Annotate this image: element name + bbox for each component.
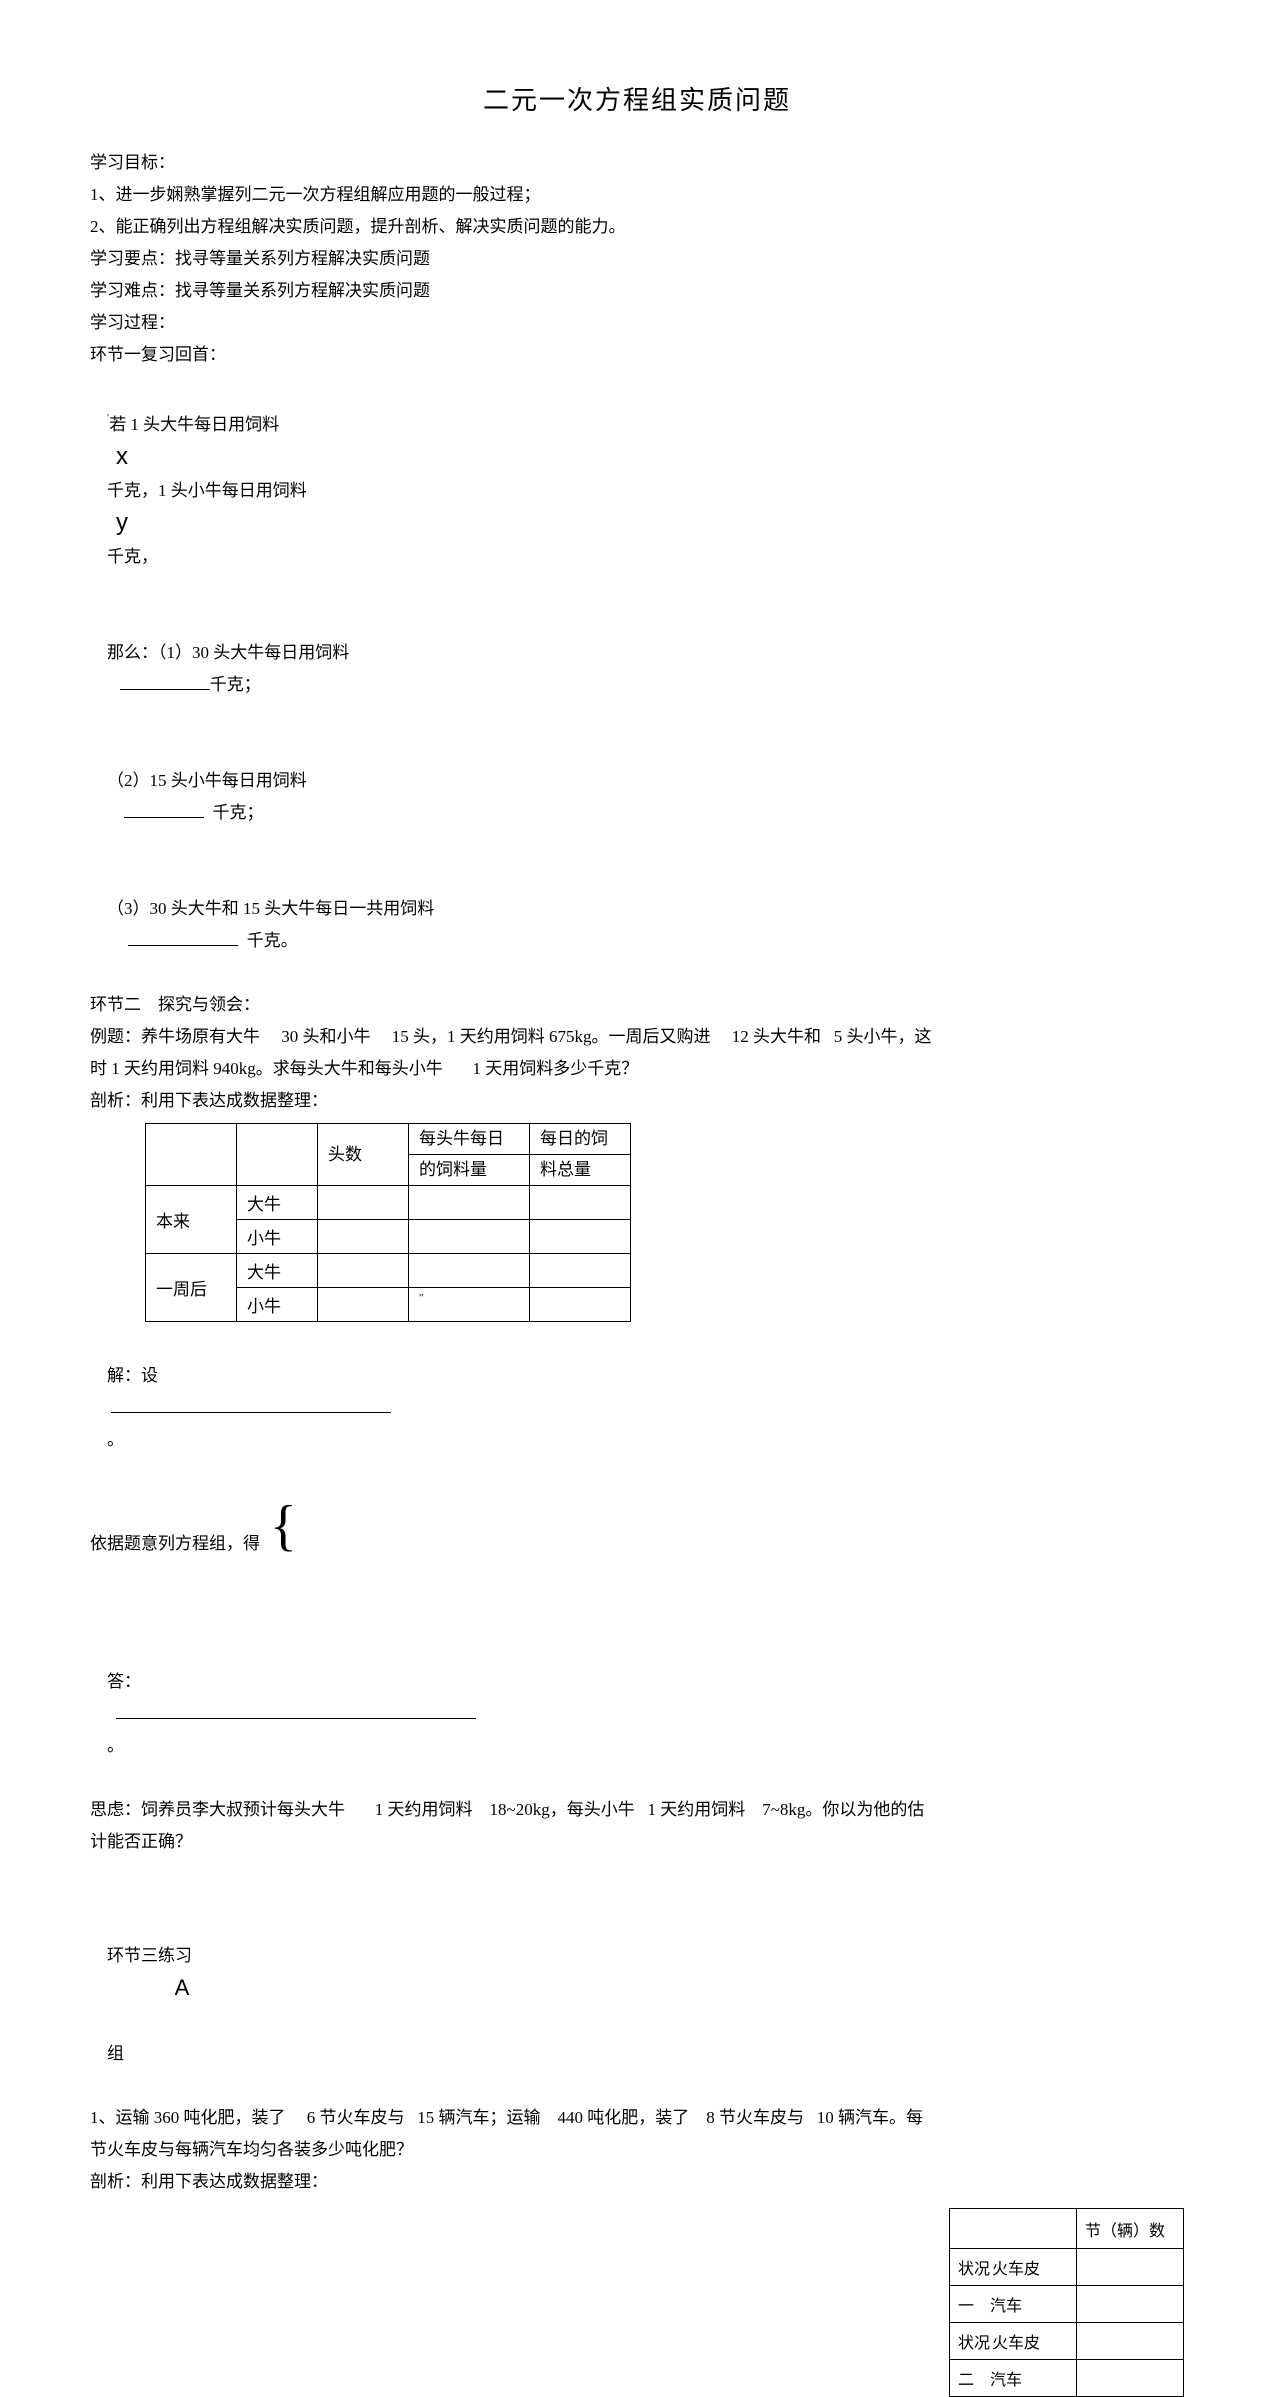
analysis-label: 剖析：利用下表达成数据整理： (90, 1085, 1184, 1117)
table-row: 一汽车 (950, 2286, 1184, 2323)
solve-set-line: 解：设 。 (90, 1328, 1184, 1488)
cell-s1-train: 状况火车皮 (950, 2249, 1077, 2286)
var-x: x (116, 443, 128, 470)
brace-icon: { (270, 1498, 297, 1554)
process-label: 学习过程： (90, 307, 1184, 339)
stage3-pre: 环节三练习 (107, 1946, 192, 1965)
equation-row: 依据题意列方程组，得 { (90, 1498, 1184, 1554)
data-table-1: 头数 每头牛每日 每日的饲 的饲料量 料总量 本来 大牛 小牛 一周后 大牛 小… (145, 1123, 631, 1322)
page-title: 二元一次方程组实质问题 (90, 80, 1184, 117)
analysis-2-label: 剖析：利用下表达成数据整理： (90, 2166, 1184, 2198)
setup-line: ′若 1 头大牛每日用饲料 x 千克，1 头小牛每日用饲料 y 千克， (90, 377, 1184, 605)
col-per-2: 的饲料量 (409, 1155, 530, 1186)
blank-1 (120, 672, 210, 690)
objective-1: 1、进一步娴熟掌握列二元一次方程组解应用题的一般过程； (90, 179, 1184, 211)
ditto-mark: " (419, 1292, 424, 1304)
then-label: 那么：（1）30 头大牛每日用饲料 (107, 643, 349, 662)
difficulty: 学习难点：找寻等量关系列方程解决实质问题 (90, 275, 1184, 307)
cell-s2-train: 状况火车皮 (950, 2323, 1077, 2360)
example-line-2: 时 1 天约用饲料 940kg。求每头大牛和每头小牛 1 天用饲料多少千克？ (90, 1053, 1184, 1085)
objective-2: 2、能正确列出方程组解决实质问题，提升剖析、解决实质问题的能力。 (90, 211, 1184, 243)
col-count-2: 节（辆）数 (1077, 2209, 1184, 2249)
var-y: y (116, 509, 128, 536)
stage-3-line: 环节三练习 A 组 (90, 1908, 1184, 2102)
group-suffix: 组 (107, 2044, 124, 2063)
kg-period: 千克。 (238, 931, 298, 950)
objectives-label: 学习目标： (90, 147, 1184, 179)
think-line-1: 思虑：饲养员李大叔预计每头大牛 1 天约用饲料 18~20kg，每头小牛 1 天… (90, 1794, 1184, 1826)
table-row: 状况火车皮 (950, 2323, 1184, 2360)
table-row: 一周后 大牛 (146, 1254, 631, 1288)
q2-text: （2）15 头小牛每日用饲料 (107, 771, 307, 790)
period: 。 (107, 1736, 124, 1755)
blank-2 (124, 800, 204, 818)
sup-mark: ′ (107, 413, 109, 424)
eq-label: 依据题意列方程组，得 (90, 1529, 260, 1554)
row-after: 一周后 (146, 1254, 237, 1322)
think-line-2: 计能否正确？ (90, 1826, 1184, 1858)
setup-pre: 若 1 头大牛每日用饲料 (109, 415, 279, 434)
data-table-2: 节（辆）数 状况火车皮 一汽车 状况火车皮 二汽车 (949, 2208, 1184, 2397)
kg-text: 千克，1 头小牛每日用饲料 (107, 481, 307, 500)
blank-3 (128, 928, 238, 946)
kg-suffix: 千克， (107, 547, 158, 566)
keypoint: 学习要点：找寻等量关系列方程解决实质问题 (90, 243, 1184, 275)
kg-semi: 千克； (210, 675, 261, 694)
table-row: 头数 每头牛每日 每日的饲 (146, 1124, 631, 1155)
col-total-2: 料总量 (530, 1155, 631, 1186)
group-a: A (175, 1975, 190, 2000)
example-line-1: 例题：养牛场原有大牛 30 头和小牛 15 头，1 天约用饲料 675kg。一周… (90, 1021, 1184, 1053)
col-count: 头数 (318, 1124, 409, 1186)
table-row: 节（辆）数 (950, 2209, 1184, 2249)
answer-line: 答： 。 (90, 1634, 1184, 1794)
table-row: 二汽车 (950, 2360, 1184, 2397)
blank-set (111, 1395, 391, 1413)
stage-2-label: 环节二 探究与领会： (90, 989, 1184, 1021)
q3-line: （3）30 头大牛和 15 头大牛每日一共用饲料 千克。 (90, 861, 1184, 989)
blank-answer (116, 1701, 476, 1719)
stage-1-label: 环节一复习回首： (90, 339, 1184, 371)
problem-1-line-2: 节火车皮与每辆汽车均匀各装多少吨化肥？ (90, 2134, 1184, 2166)
table-row: 状况火车皮 (950, 2249, 1184, 2286)
problem-1-line-1: 1、运输 360 吨化肥，装了 6 节火车皮与 15 辆汽车；运输 440 吨化… (90, 2102, 1184, 2134)
solve-set: 解：设 (107, 1366, 158, 1385)
q1-line: 那么：（1）30 头大牛每日用饲料 千克； (90, 605, 1184, 733)
cell-s2-car: 二汽车 (950, 2360, 1077, 2397)
col-total-1: 每日的饲 (530, 1124, 631, 1155)
cell-small: 小牛 (237, 1220, 318, 1254)
col-per-1: 每头牛每日 (409, 1124, 530, 1155)
period: 。 (107, 1430, 124, 1449)
q2-line: （2）15 头小牛每日用饲料 千克； (90, 733, 1184, 861)
cell-s1-car: 一汽车 (950, 2286, 1077, 2323)
kg-semi2: 千克； (204, 803, 264, 822)
cell-small: 小牛 (237, 1288, 318, 1322)
q3-text: （3）30 头大牛和 15 头大牛每日一共用饲料 (107, 899, 434, 918)
table-row: 本来 大牛 (146, 1186, 631, 1220)
row-original: 本来 (146, 1186, 237, 1254)
cell-big: 大牛 (237, 1254, 318, 1288)
answer-label: 答： (107, 1672, 141, 1691)
cell-big: 大牛 (237, 1186, 318, 1220)
